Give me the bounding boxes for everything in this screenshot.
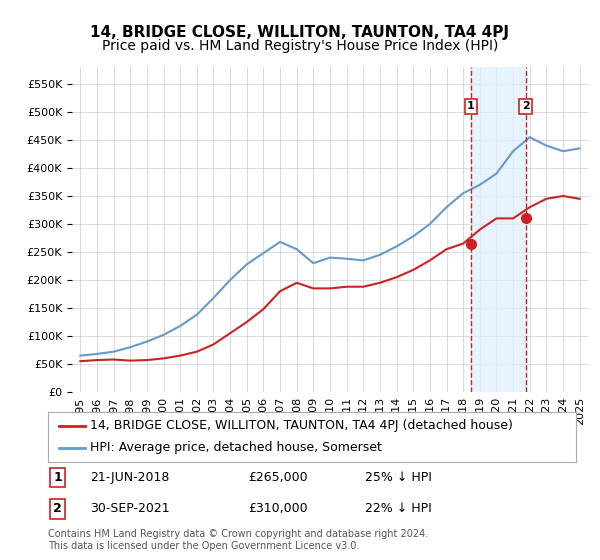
Text: 21-JUN-2018: 21-JUN-2018 xyxy=(90,471,170,484)
Text: 14, BRIDGE CLOSE, WILLITON, TAUNTON, TA4 4PJ: 14, BRIDGE CLOSE, WILLITON, TAUNTON, TA4… xyxy=(91,25,509,40)
Text: HPI: Average price, detached house, Somerset: HPI: Average price, detached house, Some… xyxy=(90,441,382,454)
Text: 14, BRIDGE CLOSE, WILLITON, TAUNTON, TA4 4PJ (detached house): 14, BRIDGE CLOSE, WILLITON, TAUNTON, TA4… xyxy=(90,419,513,432)
Text: 22% ↓ HPI: 22% ↓ HPI xyxy=(365,502,431,515)
Text: Contains HM Land Registry data © Crown copyright and database right 2024.
This d: Contains HM Land Registry data © Crown c… xyxy=(48,529,428,551)
Text: 1: 1 xyxy=(467,101,475,111)
Text: Price paid vs. HM Land Registry's House Price Index (HPI): Price paid vs. HM Land Registry's House … xyxy=(102,39,498,53)
Text: 2: 2 xyxy=(522,101,529,111)
Text: £310,000: £310,000 xyxy=(248,502,308,515)
Text: £265,000: £265,000 xyxy=(248,471,308,484)
Bar xyxy=(471,67,526,392)
Text: 2: 2 xyxy=(53,502,62,515)
Text: 25% ↓ HPI: 25% ↓ HPI xyxy=(365,471,431,484)
Text: 1: 1 xyxy=(53,471,62,484)
Text: 30-SEP-2021: 30-SEP-2021 xyxy=(90,502,170,515)
